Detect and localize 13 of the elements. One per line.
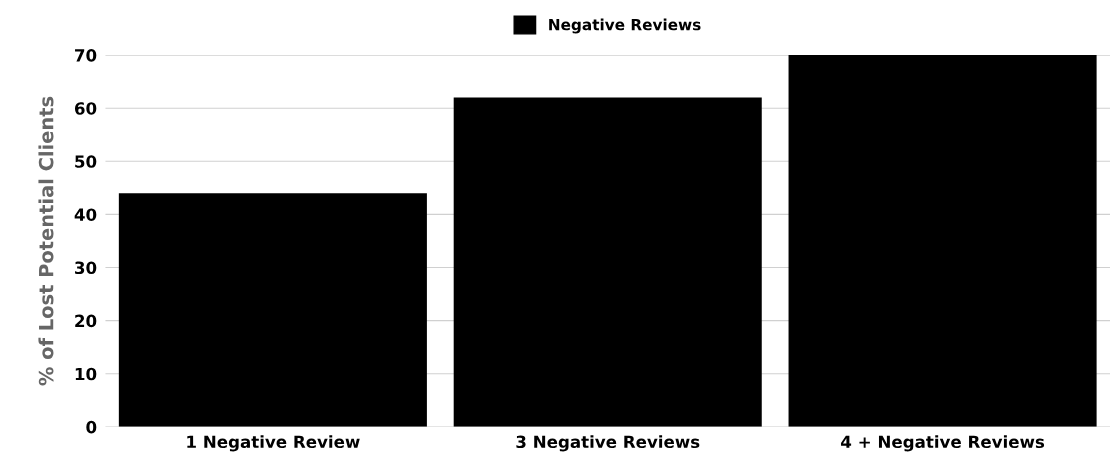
x-tick-label: 4 + Negative Reviews [841,435,1045,452]
y-tick-label: 70 [75,49,97,62]
y-tick-label: 60 [74,102,97,115]
y-tick-label: 20 [75,314,97,328]
x-tick-label: 1 Negative Review [187,435,360,452]
y-tick-label: 0 [86,420,97,434]
y-tick-label: 30 [75,261,97,275]
y-tick-label: 50 [75,155,97,168]
y-axis-title: % of Lost Potential Clients [38,96,54,386]
y-tick-label: 10 [75,367,97,381]
legend-label: Negative Reviews [549,18,701,34]
y-tick-label: 40 [74,208,97,221]
x-tick-label: 3 Negative Reviews [516,435,700,452]
